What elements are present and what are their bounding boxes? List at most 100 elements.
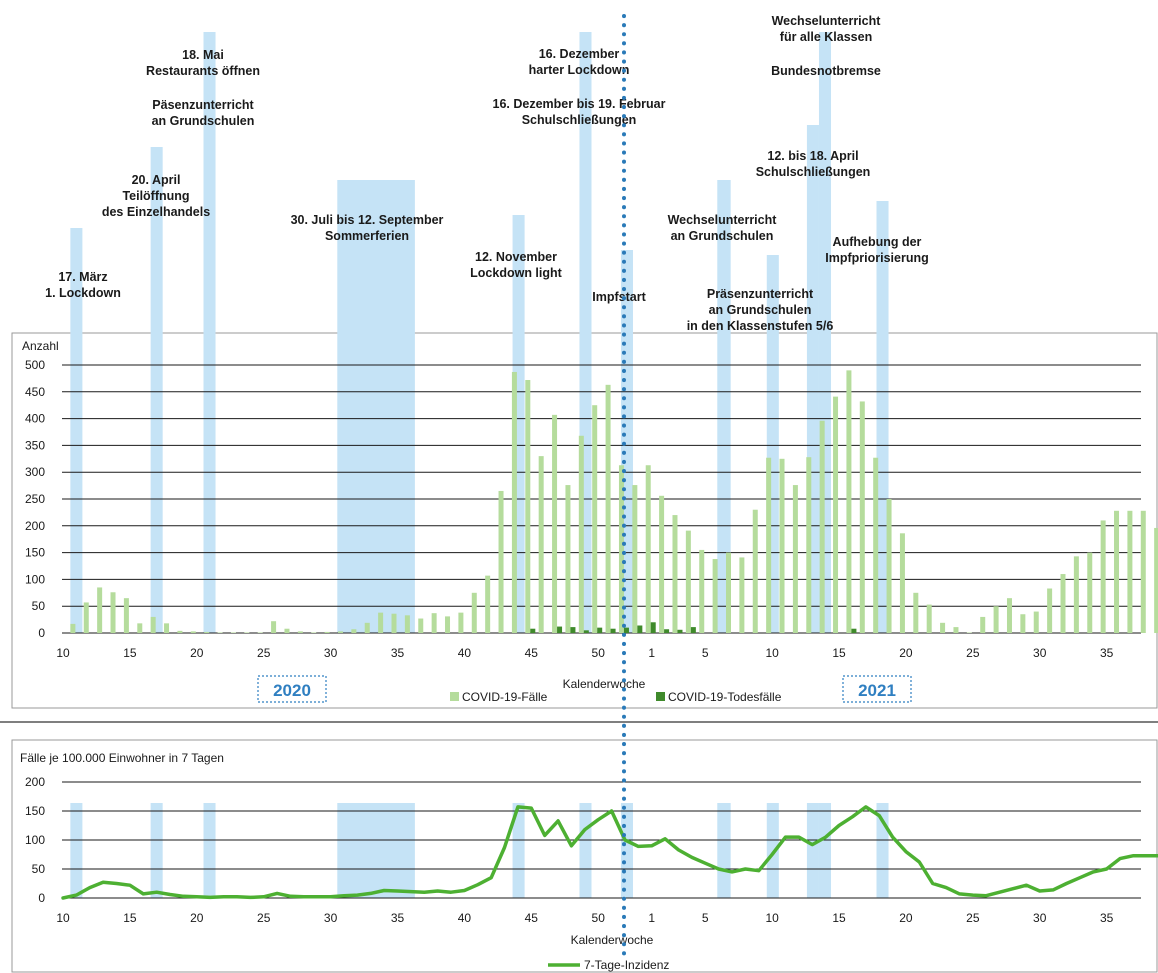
top-y-tick-300: 300 [25,465,45,479]
year-2020-box [257,675,327,703]
ann-impfpriorisierung: Aufhebung der Impfpriorisierung [825,235,928,265]
case-bar-KW43/2020 [498,490,504,633]
ann-harter-lockdown-line-1: harter Lockdown [529,63,630,77]
ann-einzelhandel-line-0: 20. April [132,173,181,187]
legend-cases-label: COVID-19-Fälle [462,690,548,704]
case-bar-KW12/2020 [83,602,89,633]
highlight-band-top-2 [203,32,216,633]
ann-schulschliessungen1-line-0: 16. Dezember bis 19. Februar [493,97,666,111]
bottom-x-tick-14: 25 [966,911,980,925]
bottom-y-tick-200: 200 [25,775,45,789]
top-x-tick-8: 50 [592,646,606,660]
bottom-y-tick-100: 100 [25,833,45,847]
year-2021-box [842,675,912,703]
ann-praesenz-5-6-line-0: Präsenzunterricht [707,287,814,301]
case-bar-KW6/2021 [712,559,718,633]
death-bar-KW2/2021 [664,629,670,633]
top-y-tick-150: 150 [25,546,45,560]
bottom-x-tick-2: 20 [190,911,204,925]
case-bar-KW1/2021 [645,465,651,633]
highlight-band-bottom-2 [203,803,216,898]
bottom-x-tick-0: 10 [56,911,70,925]
case-bar-KW12/2021 [792,485,798,633]
event-highlights [70,32,889,898]
top-x-tick-5: 35 [391,646,405,660]
ann-einzelhandel-line-1: Teilöffnung [122,189,189,203]
highlight-band-bottom-5 [579,803,592,898]
year-2021-label: 2021 [858,681,896,700]
highlight-band-bottom-9 [806,803,819,898]
case-bar-KW31/2021 [1047,588,1053,633]
case-bar-KW16/2021 [846,370,852,633]
ann-schulschliessungen1: 16. Dezember bis 19. Februar Schulschließ… [493,97,666,127]
bottom-x-axis-title: Kalenderwoche [571,933,654,947]
case-bar-KW50/2020 [592,405,598,633]
ann-notbremse: Bundesnotbremse [771,64,881,78]
case-bar-KW4/2021 [685,530,691,633]
case-bar-KW7/2021 [726,552,731,633]
case-bar-KW47/2020 [552,414,558,633]
case-bar-KW13/2020 [97,587,103,633]
ann-wechsel-alle-line-0: Wechselunterricht [772,14,882,28]
case-bar-KW20/2020 [190,631,196,633]
ann-lockdown1: 17. März 1. Lockdown [45,270,121,300]
top-x-tick-0: 10 [56,646,70,660]
case-bar-KW42/2020 [485,575,491,633]
ann-lockdown1-line-1: 1. Lockdown [45,286,121,300]
top-y-tick-400: 400 [25,412,45,426]
ann-sommerferien: 30. Juli bis 12. September Sommerferien [291,213,444,243]
case-bar-KW28/2021 [1006,598,1012,633]
case-bar-KW5/2021 [699,549,705,633]
case-bar-KW40/2020 [458,612,464,633]
case-bar-KW22/2020 [217,632,223,633]
case-bar-KW29/2021 [1020,614,1026,633]
death-bar-KW1/2021 [650,622,656,633]
case-bar-KW45/2020 [525,380,531,633]
event-annotations: 17. März 1. Lockdown 20. April Teilöffnung d… [45,14,929,333]
case-bar-KW19/2021 [886,499,892,633]
top-y-tick-0: 0 [38,626,45,640]
case-bar-KW21/2020 [204,631,210,633]
ann-schulschliessungen2-line-0: 12. bis 18. April [767,149,858,163]
top-y-tick-50: 50 [32,599,46,613]
death-bar-KW52/2020 [623,627,629,633]
top-x-tick-16: 35 [1100,646,1114,660]
top-x-tick-1: 15 [123,646,137,660]
ann-lockdown-light: 12. November Lockdown light [470,250,562,280]
ann-impfstart: Impfstart [592,290,646,304]
death-bar-KW50/2020 [597,627,603,633]
case-bar-KW30/2020 [324,631,330,633]
highlight-band-bottom-10 [818,803,832,898]
case-bar-KW15/2021 [833,396,839,633]
death-bar-KW16/2021 [851,628,857,633]
ann-praesenz-5-6: Präsenzunterricht an Grundschulen in den K… [687,287,834,333]
top-x-tick-6: 40 [458,646,472,660]
legend-deaths-label: COVID-19-Todesfälle [668,690,782,704]
case-bar-KW34/2020 [378,612,384,633]
case-bar-KW11/2021 [779,458,785,633]
case-bar-KW28/2020 [297,631,303,633]
bottom-x-tick-9: 1 [648,911,655,925]
top-y-tick-100: 100 [25,572,45,586]
highlight-band-bottom-1 [150,803,163,898]
ann-schulschliessungen2: 12. bis 18. April Schulschließungen [756,149,871,179]
top-x-tick-14: 25 [966,646,980,660]
case-bar-KW41/2020 [471,592,477,633]
case-bar-KW11/2020 [70,623,76,633]
ann-schulschliessungen1-line-1: Schulschließungen [522,113,637,127]
top-x-axis-title: Kalenderwoche [563,677,646,691]
highlight-band-bottom-4 [512,803,525,898]
case-bar-KW39/2021 [1154,527,1158,633]
bottom-y-tick-0: 0 [38,891,45,905]
case-bar-KW38/2020 [431,613,437,633]
case-bar-KW52/2020 [618,465,624,633]
top-x-tick-2: 20 [190,646,204,660]
case-bar-KW46/2020 [538,456,544,633]
case-bar-KW18/2021 [873,457,879,633]
ann-harter-lockdown-line-0: 16. Dezember [539,47,620,61]
case-bar-KW26/2020 [271,621,277,633]
incidence-line [61,805,1158,900]
top-x-tick-13: 20 [899,646,913,660]
ann-impfstart-line-0: Impfstart [592,290,646,304]
case-bar-KW23/2021 [940,622,946,633]
